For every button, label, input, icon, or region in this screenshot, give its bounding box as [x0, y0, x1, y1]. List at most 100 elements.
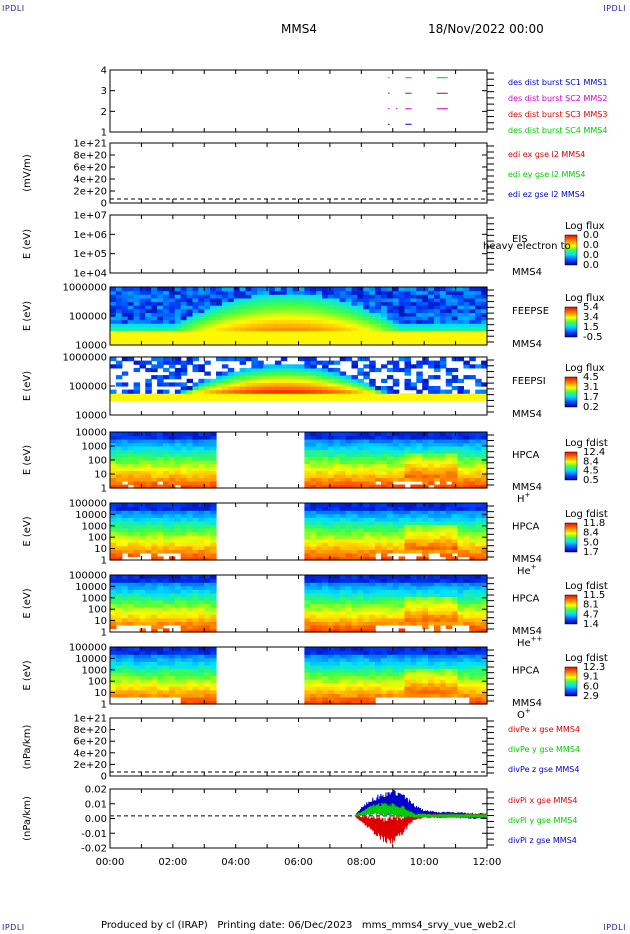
spectrogram-cell [392, 617, 400, 622]
spectrogram-cell [469, 467, 476, 472]
spectrogram-cell [369, 617, 376, 622]
spectrogram-cell [316, 552, 323, 558]
spectrogram-cell [233, 389, 241, 394]
spectrogram-cell [469, 503, 476, 508]
spectrogram-cell [457, 297, 464, 303]
spectrogram-cell [310, 389, 317, 394]
spectrogram-cell [233, 382, 241, 387]
spectrogram-cell [110, 319, 117, 324]
spectrogram-cell [257, 389, 264, 394]
spectrogram-cell [269, 386, 276, 391]
spectrogram-cell [345, 460, 353, 465]
spectrogram-cell [168, 671, 176, 677]
spectrogram-cell [322, 305, 329, 310]
spectrogram-cell [404, 360, 411, 365]
spectrogram-cell [245, 378, 252, 383]
spectrogram-cell [186, 460, 194, 465]
spectrogram-cell [110, 357, 117, 362]
spectrogram-cell [316, 386, 323, 391]
species-charge: + [531, 563, 537, 571]
spectrogram-cell [463, 552, 470, 558]
spectrogram-cell [269, 382, 276, 387]
spectrogram-cell [416, 312, 423, 317]
spectrogram-cell [180, 545, 188, 550]
spectrogram-cell [204, 686, 211, 691]
spectrogram-cell [280, 337, 288, 342]
spectrogram-cell [263, 341, 270, 346]
spectrogram-cell [469, 671, 476, 677]
spectrogram-cell [245, 319, 252, 324]
spectrogram-cell [322, 589, 329, 594]
spectrogram-cell [463, 621, 470, 626]
spectrogram-cell [445, 442, 453, 447]
spectrogram-cell [180, 367, 188, 373]
spectrogram-cell [121, 679, 129, 684]
spectrogram-cell [363, 524, 370, 529]
spectrogram-cell [428, 449, 435, 454]
spectrogram-cell [463, 506, 470, 511]
spectrogram-cell [328, 456, 335, 461]
spectrogram-cell [192, 330, 199, 335]
spectrogram-cell [115, 326, 123, 332]
spectrogram-cell [210, 378, 217, 383]
spectrogram-cell [174, 460, 182, 465]
spectrogram-cell [151, 484, 158, 489]
spectrogram-cell [316, 506, 323, 511]
spectrogram-cell [457, 337, 464, 342]
spectrogram-cell [322, 650, 329, 655]
spectrogram-cell [174, 375, 182, 380]
spectrogram-cell [157, 312, 164, 317]
spectrogram-cell [168, 661, 176, 666]
spectrogram-cell [133, 589, 141, 594]
spectrogram-cell [375, 617, 382, 622]
spectrogram-cell [168, 510, 176, 515]
spectrogram-cell [451, 297, 459, 303]
spectrogram-cell [133, 531, 141, 536]
spectrogram-cell [221, 378, 229, 383]
spectrogram-cell [428, 650, 435, 655]
spectrogram-cell [163, 654, 170, 659]
spectrogram-cell [428, 657, 435, 662]
spectrogram-cell [351, 527, 358, 533]
spectrogram-cell [286, 341, 294, 346]
spectrogram-cell [333, 477, 341, 482]
spectrogram-cell [292, 396, 300, 402]
spectrogram-cell [139, 582, 146, 587]
spectrogram-cell [168, 341, 176, 346]
spectrogram-cell [481, 556, 488, 561]
spectrogram-cell [369, 700, 376, 705]
spectrogram-cell [422, 556, 429, 561]
spectrogram-cell [363, 647, 370, 652]
spectrogram-cell [151, 624, 158, 630]
spectrogram-cell [463, 545, 470, 550]
spectrogram-cell [110, 538, 117, 543]
spectrogram-cell [316, 319, 323, 324]
spectrogram-cell [180, 668, 188, 673]
spectrogram-cell [328, 647, 335, 652]
spectrogram-cell [174, 294, 182, 299]
spectrogram-cell [127, 446, 135, 451]
spectrogram-cell [322, 312, 329, 317]
spectrogram-cell [216, 305, 223, 310]
spectrogram-cell [157, 334, 164, 339]
spectrogram-cell [322, 527, 329, 533]
spectrogram-cell [286, 297, 294, 303]
spectrogram-cell [422, 435, 429, 440]
spectrogram-cell [404, 621, 411, 626]
spectrogram-cell [369, 367, 376, 373]
spectrogram-cell [316, 524, 323, 529]
spectrogram-cell [192, 442, 199, 447]
spectrogram-cell [298, 308, 305, 313]
spectrogram-cell [186, 334, 194, 339]
spectrogram-cell [204, 603, 211, 608]
spectrogram-cell [381, 607, 388, 612]
spectrogram-cell [333, 682, 341, 687]
spectrogram-cell [210, 341, 217, 346]
spectrogram-cell [375, 294, 382, 299]
spectrogram-cell [481, 578, 488, 583]
spectrogram-cell [375, 312, 382, 317]
spectrogram-cell [333, 367, 341, 373]
spectrogram-cell [451, 592, 459, 597]
spectrogram-cell [233, 323, 241, 328]
spectrogram-cell [139, 578, 146, 583]
